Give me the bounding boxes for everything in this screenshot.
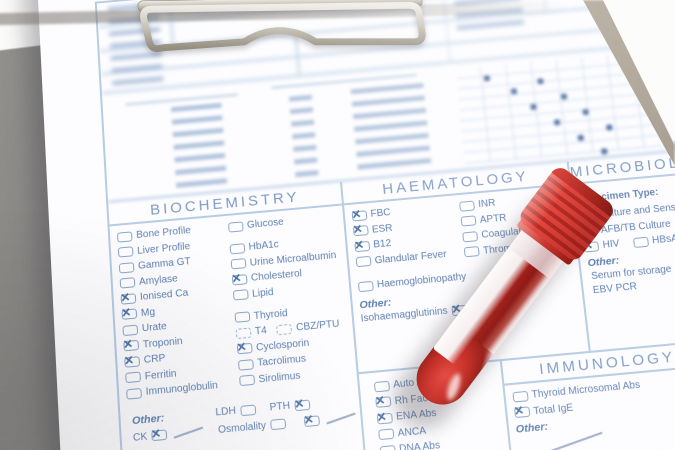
checkbox [126, 387, 142, 399]
checkbox [123, 340, 139, 352]
checkbox-label: Troponin [143, 335, 183, 350]
checkbox-label: PTH [269, 400, 290, 413]
checkbox [125, 372, 141, 384]
checkbox [230, 258, 246, 269]
checkbox [633, 236, 649, 247]
checkbox-label: T4 [255, 325, 268, 337]
checkbox-label: Gamma GT [138, 256, 191, 272]
pen-stroke [326, 412, 356, 424]
checkbox [378, 428, 394, 440]
checkbox-label: Amylase [139, 273, 178, 288]
checkbox [357, 280, 373, 291]
checkbox [237, 343, 253, 355]
checkbox [512, 390, 528, 402]
checkbox-label: Glucose [247, 217, 284, 231]
checkbox [277, 323, 293, 335]
checkbox-label: LDH [215, 405, 236, 418]
checkbox-item: Osmolality [218, 418, 286, 436]
checkbox-label: APTR [479, 212, 507, 225]
checkbox-label: Tacrolimus [257, 353, 306, 369]
checkbox-item: LDH [215, 403, 256, 418]
other-label: Other: [132, 411, 165, 426]
clipboard-clip [134, 0, 430, 55]
checkbox [355, 256, 371, 267]
checkbox [239, 374, 255, 386]
checkbox [235, 327, 251, 339]
checkbox [117, 231, 133, 242]
checkbox-label: CK [133, 431, 148, 444]
checkbox [375, 396, 391, 408]
checkbox [351, 210, 367, 221]
checkbox [462, 231, 478, 242]
checkbox-label: CRP [143, 353, 165, 366]
checkbox-label: Lipid [252, 286, 274, 299]
checkbox-item: CK [133, 425, 204, 443]
checkbox [228, 221, 244, 232]
biochemistry-column: BIOCHEMISTRY Bone Profile Liver Profile … [108, 182, 372, 450]
checkbox [238, 359, 254, 371]
checkbox-label: HBsAg [652, 233, 675, 247]
checkbox [514, 406, 530, 418]
immunology-section: IMMUNOLOGY Thyroid Microsomal Abs Total … [499, 342, 675, 450]
checkbox [124, 356, 140, 368]
photo-scene: BIOCHEMISTRY Bone Profile Liver Profile … [0, 0, 675, 450]
checkbox-label: Immunoglobulin [145, 380, 218, 398]
checkbox-label: DNA Abs [399, 440, 441, 450]
grid-dots [484, 75, 490, 81]
checkbox [151, 429, 167, 441]
checkbox-label: Glandular Fever [374, 249, 447, 266]
checkbox [459, 200, 475, 211]
checkbox [121, 293, 137, 304]
checkbox [354, 240, 370, 251]
checkbox-label: Thyroid [253, 307, 288, 321]
checkbox-label: Osmolality [218, 420, 267, 436]
checkbox-item [299, 412, 356, 428]
checkbox-label: Sirolimus [258, 370, 301, 385]
checkbox [376, 412, 392, 424]
checkbox [119, 262, 135, 273]
checkbox-label: AFB/TB Culture [600, 218, 671, 235]
checkbox-label: Haemoglobinopathy [376, 271, 466, 290]
checkbox-label: Ionised Ca [140, 288, 189, 303]
checkbox [373, 380, 389, 392]
checkbox-label: Ferritin [144, 368, 176, 382]
pen-stroke [542, 432, 602, 450]
checkbox-label: Liver Profile [137, 241, 191, 257]
checkbox-label: CBZ/PTU [296, 318, 340, 333]
checkbox [270, 418, 286, 430]
checkbox-label: Mg [141, 306, 156, 318]
checkbox [118, 246, 134, 257]
checkbox-label: Total IgE [533, 402, 574, 417]
checkbox [121, 308, 137, 319]
checkbox [294, 399, 310, 411]
biochemistry-col1: Bone Profile Liver Profile Gamma GT Amyl… [117, 222, 240, 405]
checkbox [240, 404, 256, 416]
checkbox [122, 324, 138, 336]
checkbox [232, 274, 248, 285]
checkbox-label: HbA1c [248, 239, 279, 253]
checkbox-label: FBC [370, 207, 391, 220]
checkbox [229, 243, 245, 254]
results-grid-blurred [456, 50, 675, 164]
checkbox-label: Cholesterol [251, 268, 303, 284]
checkbox-label: B12 [373, 238, 392, 251]
haematology-col1: FBC ESR B12 Glandular Fever [351, 201, 465, 272]
checkbox-label: Bone Profile [136, 225, 191, 241]
checkbox [303, 415, 319, 427]
checkbox [379, 445, 395, 450]
checkbox-label: Cyclosporin [256, 337, 310, 353]
checkbox-label: HIV [602, 238, 620, 250]
checkbox [234, 311, 250, 323]
pen-stroke [173, 426, 203, 438]
checkbox-item: Glucose [228, 212, 339, 233]
checkbox-label: INR [478, 198, 496, 210]
checkbox-label: Urate [142, 321, 167, 334]
biochemistry-col2: Glucose HbA1c Urine Microalbumin Cholest… [228, 212, 353, 394]
checkbox [353, 225, 369, 236]
checkbox-label: ESR [371, 222, 393, 235]
checkbox [464, 246, 480, 257]
checkbox [120, 277, 136, 288]
checkbox [233, 289, 249, 300]
checkbox [460, 215, 476, 226]
